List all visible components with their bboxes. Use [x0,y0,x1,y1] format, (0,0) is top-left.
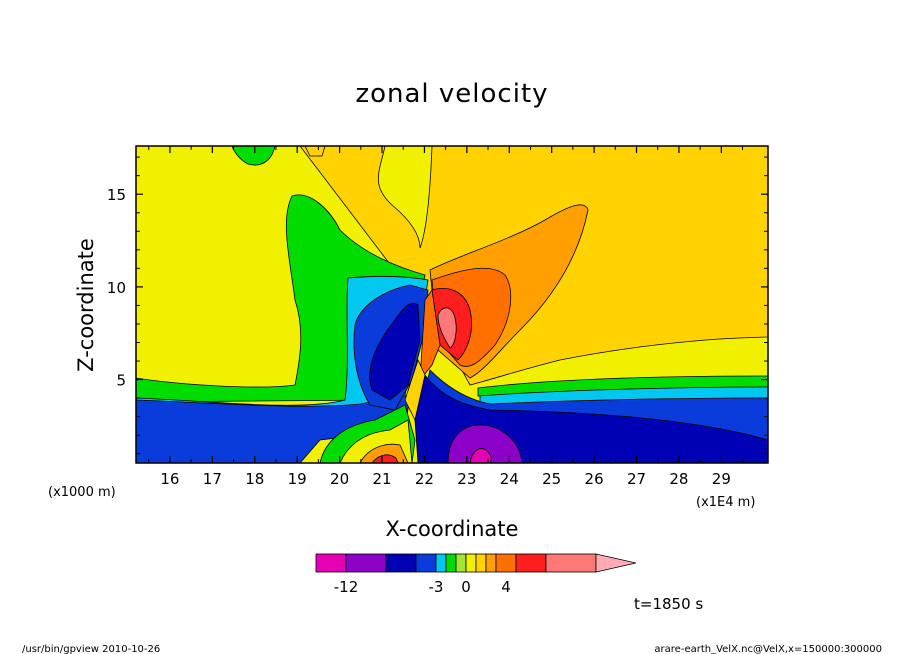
chart-title: zonal velocity [355,79,548,109]
plot-frame [135,145,769,464]
colorbar-bin [435,553,447,573]
x-tick-label: 22 [415,470,434,488]
region-darkblue-left [369,302,421,401]
x-tick-label: 26 [585,470,604,488]
colorbar-label: 4 [501,578,511,596]
x-tick-label: 18 [245,470,264,488]
colorbar-bin [475,553,487,573]
y-tick-label: 15 [107,186,126,204]
colorbar-bin [485,553,497,573]
x-axis-label: X-coordinate [386,517,519,541]
colorbar-bin [315,553,347,573]
region-right-green-band [477,375,768,397]
region-purple [447,424,523,463]
colorbar-label: -3 [429,578,444,596]
x-tick-label: 24 [500,470,519,488]
y-tick-label: 10 [107,279,126,297]
colorbar-bin [515,553,547,573]
colorbar [315,553,637,573]
colorbar-label: -12 [334,578,359,596]
colorbar-label: 0 [461,578,471,596]
colorbar-bin [385,553,417,573]
colorbar-extend-arrow [595,553,637,573]
region-magenta [469,448,492,463]
colorbar-labels: -12 -3 0 4 [334,578,511,596]
footer-left: /usr/bin/gpview 2010-10-26 [22,644,160,654]
time-label: t=1850 s [634,595,703,613]
colorbar-bin [415,553,437,573]
x-tick-label: 21 [372,470,391,488]
x-tick-label: 20 [330,470,349,488]
x-tick-label: 25 [542,470,561,488]
region-top-patch [304,146,326,157]
colorbar-bin [465,553,477,573]
y-axis: 5 10 15 [107,156,768,455]
x-tick-label: 27 [627,470,646,488]
x-tick-label: 28 [669,470,688,488]
x-tick-label: 16 [160,470,179,488]
x-tick-label: 19 [288,470,307,488]
colorbar-bin [455,553,467,573]
y-tick-label: 5 [116,372,126,390]
y-unit-label: (x1000 m) [48,485,116,500]
region-lower-red [371,454,399,463]
x-tick-label: 17 [203,470,222,488]
colorbar-bin [445,553,457,573]
x-tick-label: 23 [457,470,476,488]
colorbar-bin [545,553,597,573]
colorbar-bin [345,553,387,573]
x-axis: 16 17 18 19 20 21 22 23 24 25 26 27 28 29 [148,146,744,488]
colorbar-bin [495,553,517,573]
region-front-yellow [404,358,426,422]
region-top-green [231,146,276,166]
contour-field [136,146,768,463]
x-unit-label: (x1E4 m) [696,495,755,510]
x-tick-label: 29 [712,470,731,488]
region-cyan [136,275,429,421]
region-pink-core [437,307,457,349]
footer-right: arare-earth_VelX.nc@VelX,x=150000:300000 [654,644,882,654]
y-axis-label: Z-coordinate [74,238,98,372]
